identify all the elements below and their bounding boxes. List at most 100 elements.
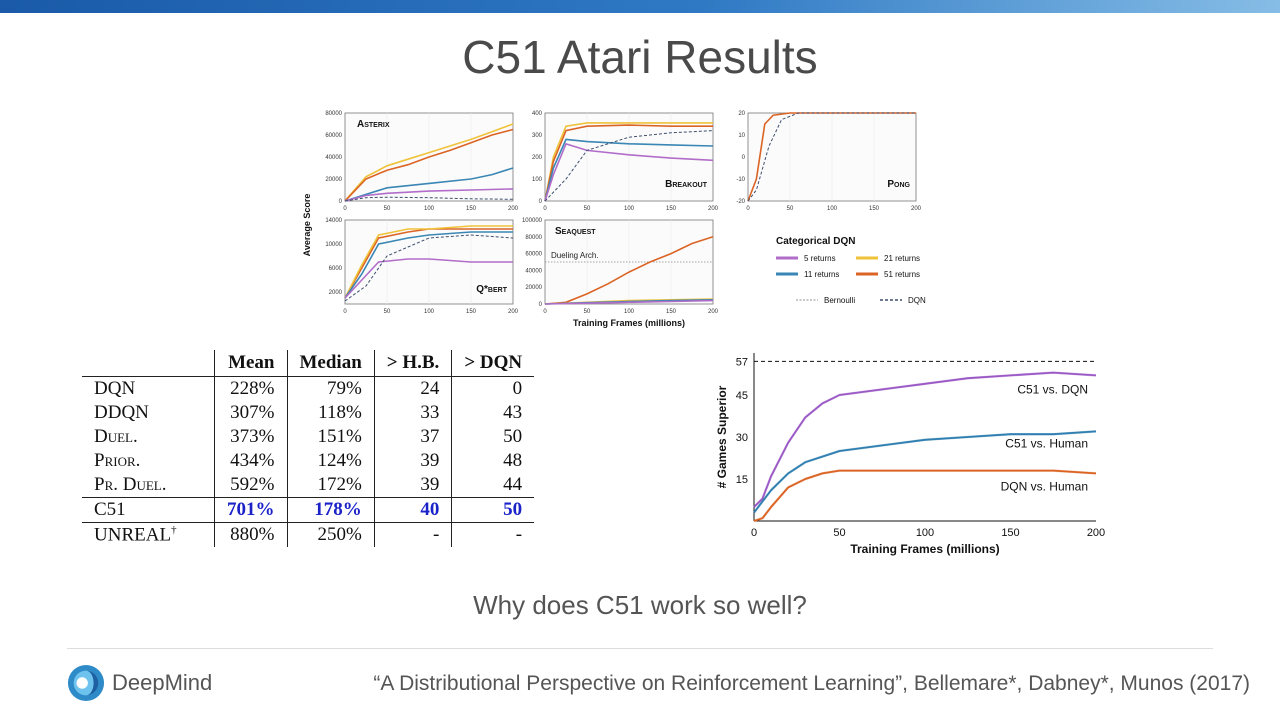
y-tick-label: 100 [532, 177, 543, 183]
x-tick-label: 0 [543, 206, 547, 212]
x-tick-label: 50 [833, 527, 845, 539]
y-tick-label: 2000 [329, 290, 343, 296]
y-tick-label: 6000 [329, 266, 343, 272]
y-tick-label: 60000 [525, 252, 542, 258]
table-cell-hb: 40 [373, 497, 452, 523]
table-cell-mean: 434% [214, 449, 287, 473]
table-cell-dqn: 44 [451, 473, 535, 498]
y-tick-label: 14000 [325, 218, 342, 224]
series-line-0 [544, 236, 714, 305]
series-line-1 [747, 112, 916, 202]
legend-item: 5 returns [804, 254, 836, 263]
slide-question: Why does C51 work so well? [473, 590, 807, 620]
series-line-0 [753, 371, 1097, 508]
x-tick-label: 100 [916, 527, 934, 539]
x-tick-label: 150 [466, 206, 477, 212]
games-superior-figure: 15 30 45 57 0 50 100 150 200 Training Frames (mil… [710, 345, 1120, 570]
table-cell-median: 172% [286, 473, 375, 498]
x-tick-label: 50 [584, 206, 591, 212]
table-cell-name: DDQN [94, 402, 149, 423]
series-line-4 [344, 234, 514, 302]
table-cell-median: 250% [286, 522, 375, 548]
series-line-1 [344, 225, 513, 299]
x-tick-label: 200 [508, 309, 519, 315]
x-tick-label: 0 [343, 309, 347, 315]
table-cell-median: 124% [286, 449, 375, 473]
table-cell-hb: 37 [373, 425, 452, 449]
x-axis-label: Training Frames (millions) [573, 318, 685, 328]
table-cell-median: 79% [286, 376, 375, 401]
table-header-dqn: > DQN [451, 350, 535, 377]
top-accent-bar [0, 0, 1280, 13]
dueling-label: Dueling Arch. [551, 251, 599, 260]
citation: “A Distributional Perspective on Reinfor… [373, 672, 1250, 695]
x-tick-label: 200 [708, 309, 719, 315]
footer-divider [67, 648, 1213, 649]
table-cell-hb: 39 [373, 449, 452, 473]
y-tick-label: 45 [736, 390, 748, 402]
x-tick-label: 50 [384, 206, 391, 212]
table-cell-dqn: 0 [451, 376, 535, 401]
y-tick-label: 200 [532, 155, 543, 161]
y-tick-label: 20 [738, 111, 745, 117]
y-tick-label: 10 [738, 133, 745, 139]
series-line-4 [544, 130, 714, 202]
y-tick-label: 300 [532, 133, 543, 139]
table-cell-mean: 701% [214, 497, 287, 523]
x-tick-label: 200 [911, 206, 922, 212]
x-tick-label: 100 [624, 309, 635, 315]
small-chart-0: 0 50 100 150 200 0 20000 40000 60000 80000 Asterix [325, 111, 518, 212]
table-cell-hb: 39 [373, 473, 452, 498]
slide-title: C51 Atari Results [462, 31, 818, 83]
small-chart-2: 0 50 100 150 200 -20 -10 0 10 20 Pong [736, 111, 921, 212]
table-row: Pr. Duel. 592% 172% 39 44 [82, 473, 535, 498]
panel-title: Pong [887, 179, 910, 190]
table-cell-median: 151% [286, 425, 375, 449]
table-header-name [82, 350, 215, 377]
table-cell-mean: 307% [214, 401, 287, 425]
x-tick-label: 50 [584, 309, 591, 315]
panel-title: Asterix [357, 119, 390, 130]
y-tick-label: 10000 [325, 242, 342, 248]
table-cell-dqn: - [451, 522, 535, 548]
table-cell-name-text: UNREAL [94, 524, 172, 546]
x-axis-label: Training Frames (millions) [850, 542, 999, 556]
series-line-3 [544, 299, 714, 305]
series-label: DQN vs. Human [1001, 479, 1088, 493]
legend-item: Bernoulli [824, 296, 855, 305]
table-row: Duel. 373% 151% 37 50 [82, 425, 535, 449]
y-tick-label: -20 [736, 199, 745, 205]
y-tick-label: 0 [339, 199, 343, 205]
y-tick-label: 40000 [525, 268, 542, 274]
table-cell-name: DQN [94, 378, 136, 399]
x-tick-label: 0 [751, 527, 757, 539]
y-axis-label: Average Score [302, 194, 312, 257]
series-line-0 [544, 122, 713, 202]
series-label: C51 vs. Human [1005, 436, 1088, 450]
table-cell-dqn: 43 [451, 401, 535, 425]
x-tick-label: 100 [424, 206, 435, 212]
y-tick-label: 57 [736, 356, 748, 368]
table-cell-median: 178% [286, 497, 375, 523]
x-tick-label: 150 [1001, 527, 1019, 539]
deepmind-logo-text: DeepMind [112, 670, 213, 695]
y-tick-label: 0 [539, 302, 543, 308]
deepmind-logo-icon [67, 664, 105, 702]
table-header-median: Median [286, 350, 375, 377]
table-row: C51 701% 178% 40 50 [82, 497, 535, 523]
table-cell-name: UNREAL† [82, 522, 215, 548]
y-tick-label: 20000 [325, 177, 342, 183]
table-header-mean: Mean [214, 350, 287, 377]
y-tick-label: 15 [736, 474, 748, 486]
table-cell-mean: 228% [214, 376, 287, 401]
table-cell-median: 118% [286, 401, 375, 425]
legend-item: 51 returns [884, 270, 920, 279]
table-row: DQN 228% 79% 24 0 [82, 376, 535, 401]
x-tick-label: 150 [666, 309, 677, 315]
atari-panels-figure: 0 50 100 150 200 0 20000 40000 60000 80000 Asterix… [300, 105, 940, 335]
table-body: DQN 228% 79% 24 0 DDQN 307% 118% 33 43 Duel. 373% 15… [82, 376, 535, 548]
x-tick-label: 0 [746, 206, 750, 212]
atari-panels-svg: 0 50 100 150 200020000400006000080000Asterix… [302, 111, 926, 328]
legend-item: 21 returns [884, 254, 920, 263]
x-tick-label: 0 [343, 206, 347, 212]
